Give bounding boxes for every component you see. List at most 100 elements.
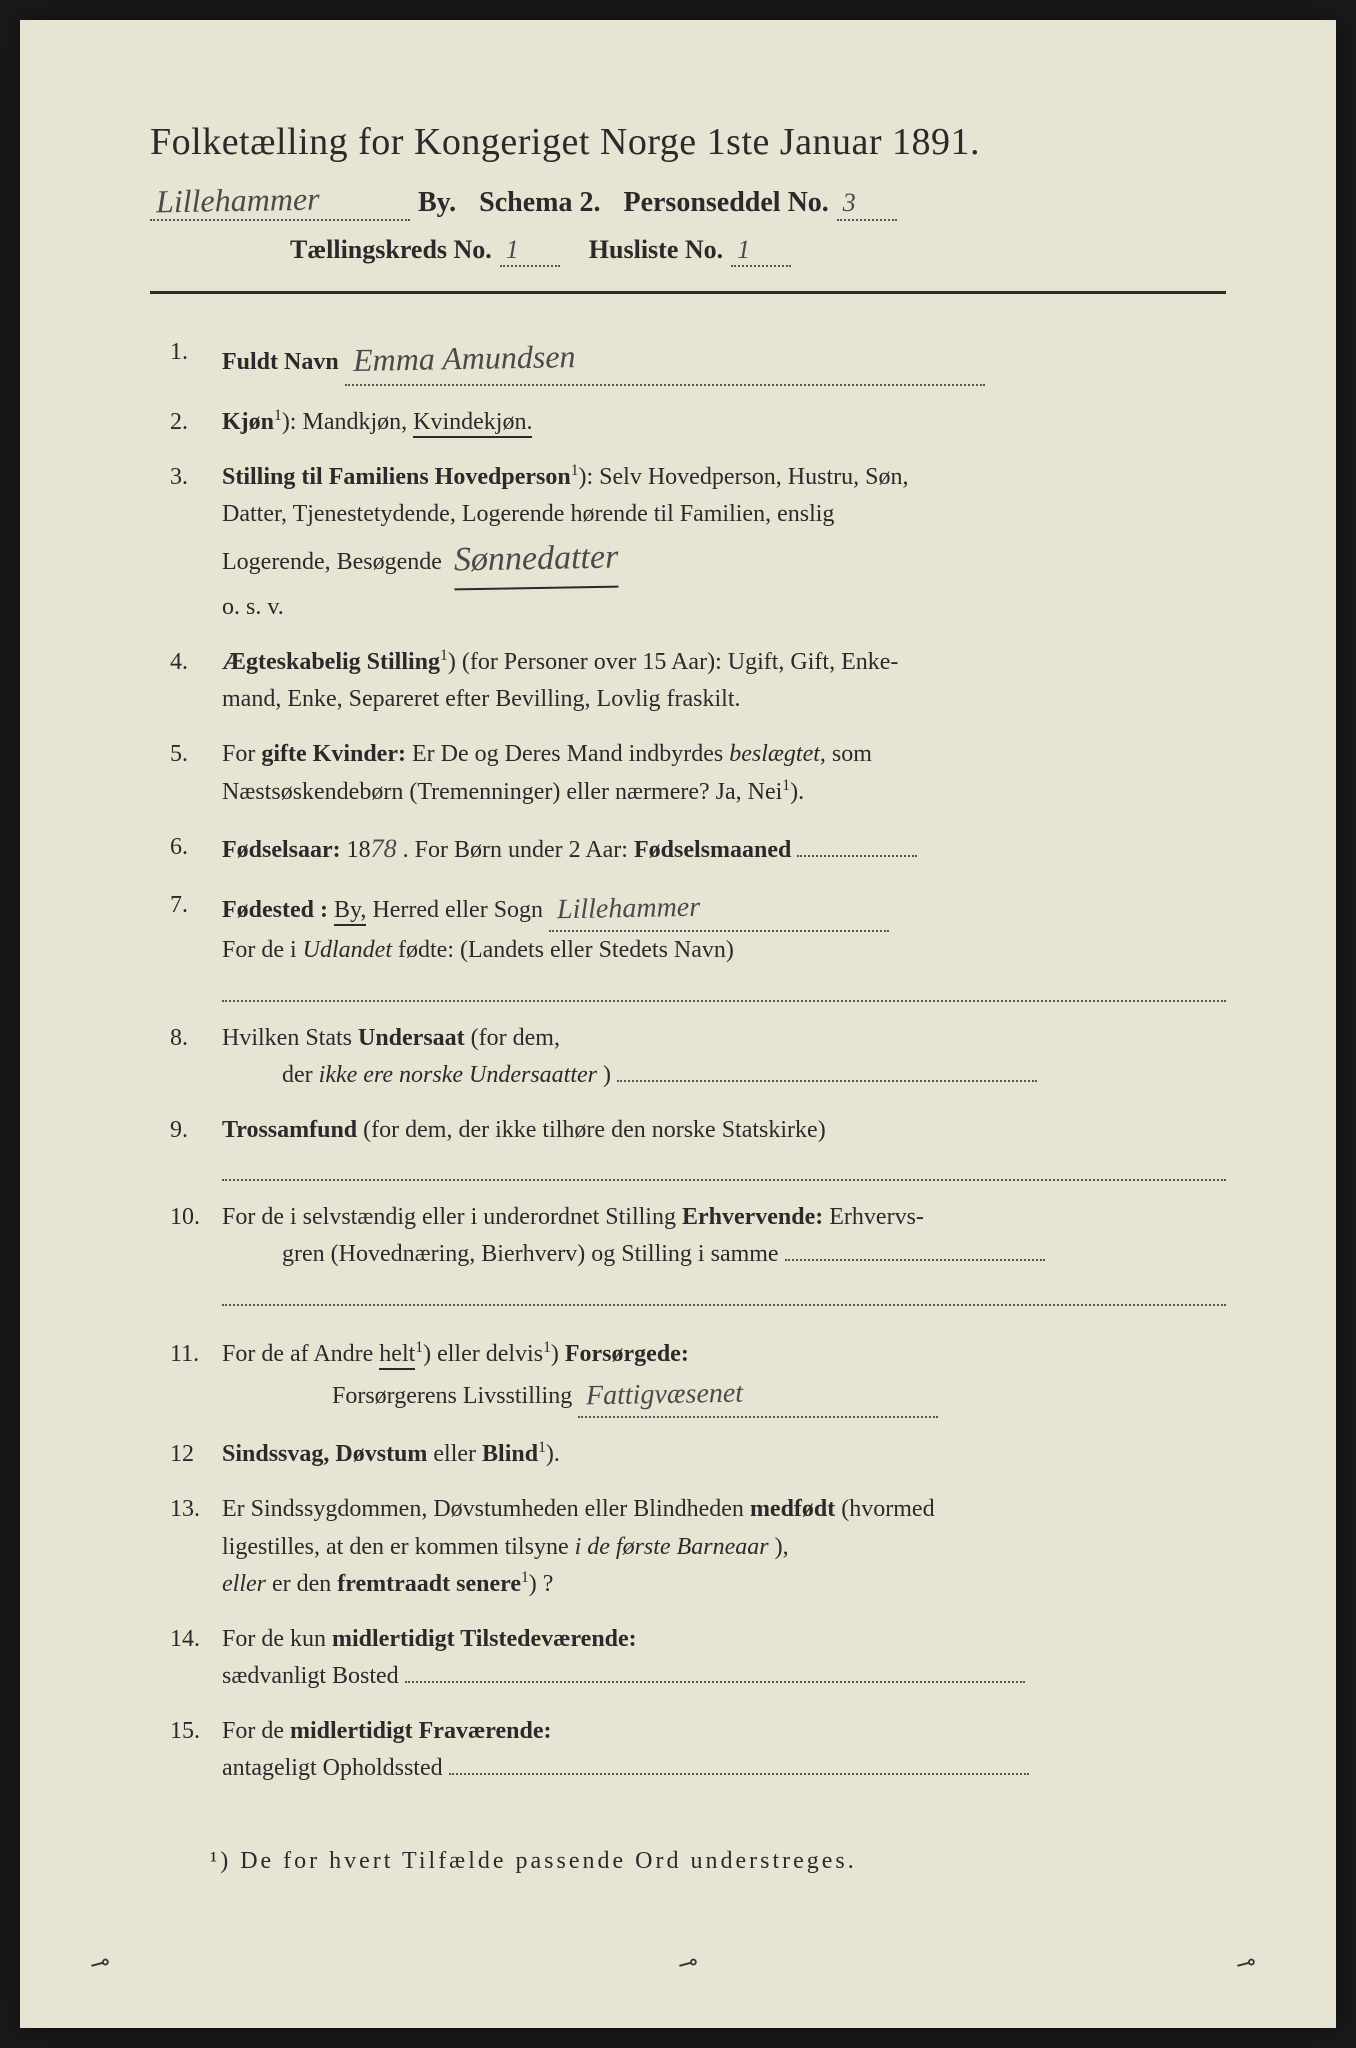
item-2-opt1: Mandkjøn, — [302, 409, 413, 435]
item-14: 14. For de kun midlertidigt Tilstedevære… — [170, 1621, 1226, 1695]
item-9-body: Trossamfund (for dem, der ikke tilhøre d… — [222, 1112, 1226, 1181]
pin-icon-right: ⊸ — [1232, 1947, 1259, 1980]
item-5-text-l1: Er De og Deres Mand indbyrdes — [412, 741, 729, 767]
item-7-by: By, — [334, 897, 366, 926]
item-8-l2b: ) — [603, 1062, 611, 1088]
item-12-sup: 1 — [538, 1439, 546, 1456]
item-14-text1: For de kun — [222, 1626, 332, 1652]
item-10-text2: Erhvervs- — [829, 1204, 924, 1230]
item-7-label: Fødested : — [222, 897, 328, 923]
item-4-body: Ægteskabelig Stilling1) (for Personer ov… — [222, 644, 1226, 718]
item-12-body: Sindssvag, Døvstum eller Blind1). — [222, 1436, 1226, 1473]
tkreds-no: 1 — [506, 235, 519, 264]
item-3-osv: o. s. v. — [222, 594, 284, 620]
item-6-year: 78 — [371, 834, 397, 863]
item-7-italic: Udlandet — [303, 937, 392, 963]
item-7-l2b: fødte: (Landets eller Stedets Navn) — [398, 937, 734, 963]
by-label: By. — [418, 187, 456, 219]
item-10-label: Erhvervende: — [682, 1204, 823, 1230]
item-10-text1: For de i selvstændig eller i underordnet… — [222, 1204, 682, 1230]
item-15-label: midlertidigt Fraværende: — [290, 1718, 552, 1744]
item-7-field: Lillehammer — [549, 887, 889, 932]
item-4-opts-l2: mand, Enke, Separeret efter Bevilling, L… — [222, 686, 741, 712]
item-14-body: For de kun midlertidigt Tilstedeværende:… — [222, 1621, 1226, 1695]
item-12-num: 12 — [170, 1436, 222, 1473]
item-13-l2b: ), — [775, 1534, 789, 1560]
item-15-l2: antageligt Opholdssted — [222, 1755, 443, 1781]
item-8-body: Hvilken Stats Undersaat (for dem, der ik… — [222, 1020, 1226, 1094]
item-3-handwritten: Sønnedatter — [453, 532, 618, 591]
item-4-num: 4. — [170, 644, 222, 718]
item-1-label: Fuldt Navn — [222, 349, 339, 375]
item-8-label: Undersaat — [358, 1025, 465, 1051]
item-7: 7. Fødested : By, Herred eller Sogn Lill… — [170, 887, 1226, 1002]
item-7-fill — [222, 976, 1226, 1002]
item-11-handwritten: Fattigvæsenet — [586, 1371, 744, 1417]
item-8-num: 8. — [170, 1020, 222, 1094]
item-12: 12 Sindssvag, Døvstum eller Blind1). — [170, 1436, 1226, 1473]
item-13-sup: 1 — [521, 1569, 529, 1586]
husliste-field: 1 — [731, 235, 791, 267]
item-12-text: eller — [433, 1441, 482, 1467]
census-form-page: Folketælling for Kongeriget Norge 1ste J… — [20, 20, 1336, 2028]
husliste-no: 1 — [737, 235, 750, 264]
item-14-label: midlertidigt Tilstedeværende: — [332, 1626, 637, 1652]
item-8-text2: (for dem, — [471, 1025, 560, 1051]
item-4-sup: 1 — [440, 647, 448, 664]
item-15-body: For de midlertidigt Fraværende: antageli… — [222, 1713, 1226, 1787]
item-13-label2: fremtraadt senere — [337, 1571, 521, 1597]
item-10-l2: gren (Hovednæring, Bierhverv) og Stillin… — [222, 1241, 779, 1267]
item-7-body: Fødested : By, Herred eller Sogn Lilleha… — [222, 887, 1226, 1002]
item-9: 9. Trossamfund (for dem, der ikke tilhør… — [170, 1112, 1226, 1181]
item-12-label2: Blind — [482, 1441, 538, 1467]
item-5: 5. For gifte Kvinder: Er De og Deres Man… — [170, 736, 1226, 810]
item-2-underlined: Kvindekjøn. — [413, 409, 532, 438]
item-5-label: gifte Kvinder: — [261, 741, 406, 767]
item-1-body: Fuldt Navn Emma Amundsen — [222, 334, 1226, 386]
item-11-u1: helt — [379, 1341, 415, 1370]
item-15-num: 15. — [170, 1713, 222, 1787]
item-13-num: 13. — [170, 1491, 222, 1603]
item-10-fill-inline — [785, 1259, 1045, 1261]
item-10-fill — [222, 1280, 1226, 1306]
schema-label: Schema 2. — [479, 187, 600, 219]
item-4-opts-l1: Ugift, Gift, Enke- — [728, 649, 899, 675]
item-13-text2: (hvormed — [841, 1496, 934, 1522]
item-2-body: Kjøn1): Mandkjøn, Kvindekjøn. — [222, 404, 1226, 441]
city-handwritten: Lillehammer — [156, 181, 320, 221]
footnote: ¹) De for hvert Tilfælde passende Ord un… — [150, 1848, 1226, 1875]
item-2: 2. Kjøn1): Mandkjøn, Kvindekjøn. — [170, 404, 1226, 441]
item-6-label2: Fødselsmaaned — [634, 837, 791, 863]
item-9-text: (for dem, der ikke tilhøre den norske St… — [363, 1117, 826, 1143]
item-6-month-field — [797, 855, 917, 857]
item-8-italic: ikke ere norske Undersaatter — [319, 1062, 597, 1088]
item-5-text-l2: Næstsøskendebørn (Tremenninger) eller næ… — [222, 779, 782, 805]
item-1: 1. Fuldt Navn Emma Amundsen — [170, 334, 1226, 386]
item-7-handwritten: Lillehammer — [557, 886, 701, 932]
footnote-text: De for hvert Tilfælde passende Ord under… — [240, 1848, 857, 1874]
item-2-sup: 1 — [274, 407, 282, 424]
item-3-opts-l3a: Logerende, Besøgende — [222, 549, 442, 575]
item-7-l2a: For de i — [222, 937, 303, 963]
item-2-label: Kjøn — [222, 409, 274, 435]
city-field: Lillehammer — [150, 182, 410, 221]
husliste-label: Husliste No. — [589, 235, 723, 265]
header-line-3: Tællingskreds No. 1 Husliste No. 1 — [150, 235, 1226, 267]
item-15-text1: For de — [222, 1718, 290, 1744]
item-5-num: 5. — [170, 736, 222, 810]
item-10: 10. For de i selvstændig eller i underor… — [170, 1199, 1226, 1305]
item-5-prefix: For — [222, 741, 261, 767]
item-11-text1: For de af Andre — [222, 1341, 379, 1367]
item-11-num: 11. — [170, 1336, 222, 1419]
item-11-field: Fattigvæsenet — [578, 1373, 938, 1418]
item-2-num: 2. — [170, 404, 222, 441]
item-3-num: 3. — [170, 459, 222, 626]
item-11-text2: eller delvis — [437, 1341, 543, 1367]
item-5-sup: 1 — [782, 777, 790, 794]
item-13: 13. Er Sindssygdommen, Døvstumheden elle… — [170, 1491, 1226, 1603]
item-11-l2: Forsørgerens Livsstilling — [222, 1383, 572, 1409]
item-4-label: Ægteskabelig Stilling — [222, 649, 440, 675]
item-3-body: Stilling til Familiens Hovedperson1): Se… — [222, 459, 1226, 626]
item-8-l2a: der — [222, 1062, 319, 1088]
item-9-fill — [222, 1155, 1226, 1181]
